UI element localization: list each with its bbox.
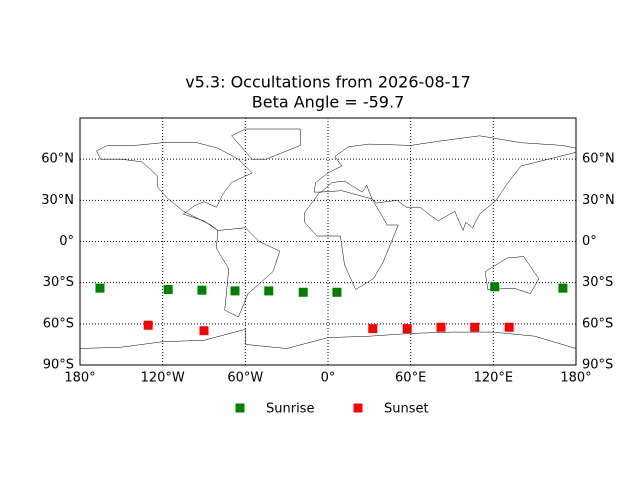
coastline — [313, 135, 577, 232]
y-tick-label-right: 30°N — [582, 193, 615, 208]
point — [368, 324, 378, 334]
x-tick-label: 120°E — [474, 371, 514, 386]
y-tick-label-right: 60°S — [582, 316, 613, 331]
point — [230, 286, 240, 296]
y-tick-label-right: 30°S — [582, 275, 613, 290]
coastlines — [79, 128, 577, 349]
y-tick-label: 0° — [59, 234, 74, 249]
point — [504, 322, 514, 332]
coastline — [304, 190, 399, 290]
point — [264, 286, 274, 296]
point — [95, 283, 105, 293]
y-tick-label: 60°N — [41, 152, 74, 167]
y-tick-label: 30°N — [41, 193, 74, 208]
legend-marker — [353, 403, 363, 413]
plot-frame — [79, 117, 577, 366]
point — [402, 324, 412, 334]
y-tick-label-right: 0° — [582, 234, 597, 249]
y-tick-label-right: 90°S — [582, 358, 613, 373]
coastline — [96, 142, 253, 231]
x-tick-label: 0° — [321, 371, 336, 386]
x-tick-label: 60°W — [227, 371, 263, 386]
point — [332, 287, 342, 297]
point — [558, 283, 568, 293]
point — [197, 285, 207, 295]
legend-label: Sunrise — [266, 402, 314, 417]
x-tick-label: 180° — [64, 371, 95, 386]
y-tick-label: 90°S — [43, 358, 74, 373]
point — [470, 322, 480, 332]
legend-marker — [235, 403, 245, 413]
x-tick-label: 60°E — [395, 371, 426, 386]
x-tick-label: 120°W — [141, 371, 185, 386]
y-tick-label-right: 60°N — [582, 152, 615, 167]
point — [163, 285, 173, 295]
coastline — [79, 328, 577, 349]
coastline — [216, 227, 281, 318]
point — [436, 322, 446, 332]
x-tick-label: 180° — [560, 371, 591, 386]
point — [143, 320, 153, 330]
chart-title: v5.3: Occultations from 2026-08-17 — [185, 73, 471, 92]
point — [490, 282, 500, 292]
point — [199, 326, 209, 336]
y-tick-label: 30°S — [43, 275, 74, 290]
point — [298, 287, 308, 297]
legend-label: Sunset — [384, 402, 429, 417]
chart-subtitle: Beta Angle = -59.7 — [252, 93, 405, 112]
y-tick-label: 60°S — [43, 316, 74, 331]
